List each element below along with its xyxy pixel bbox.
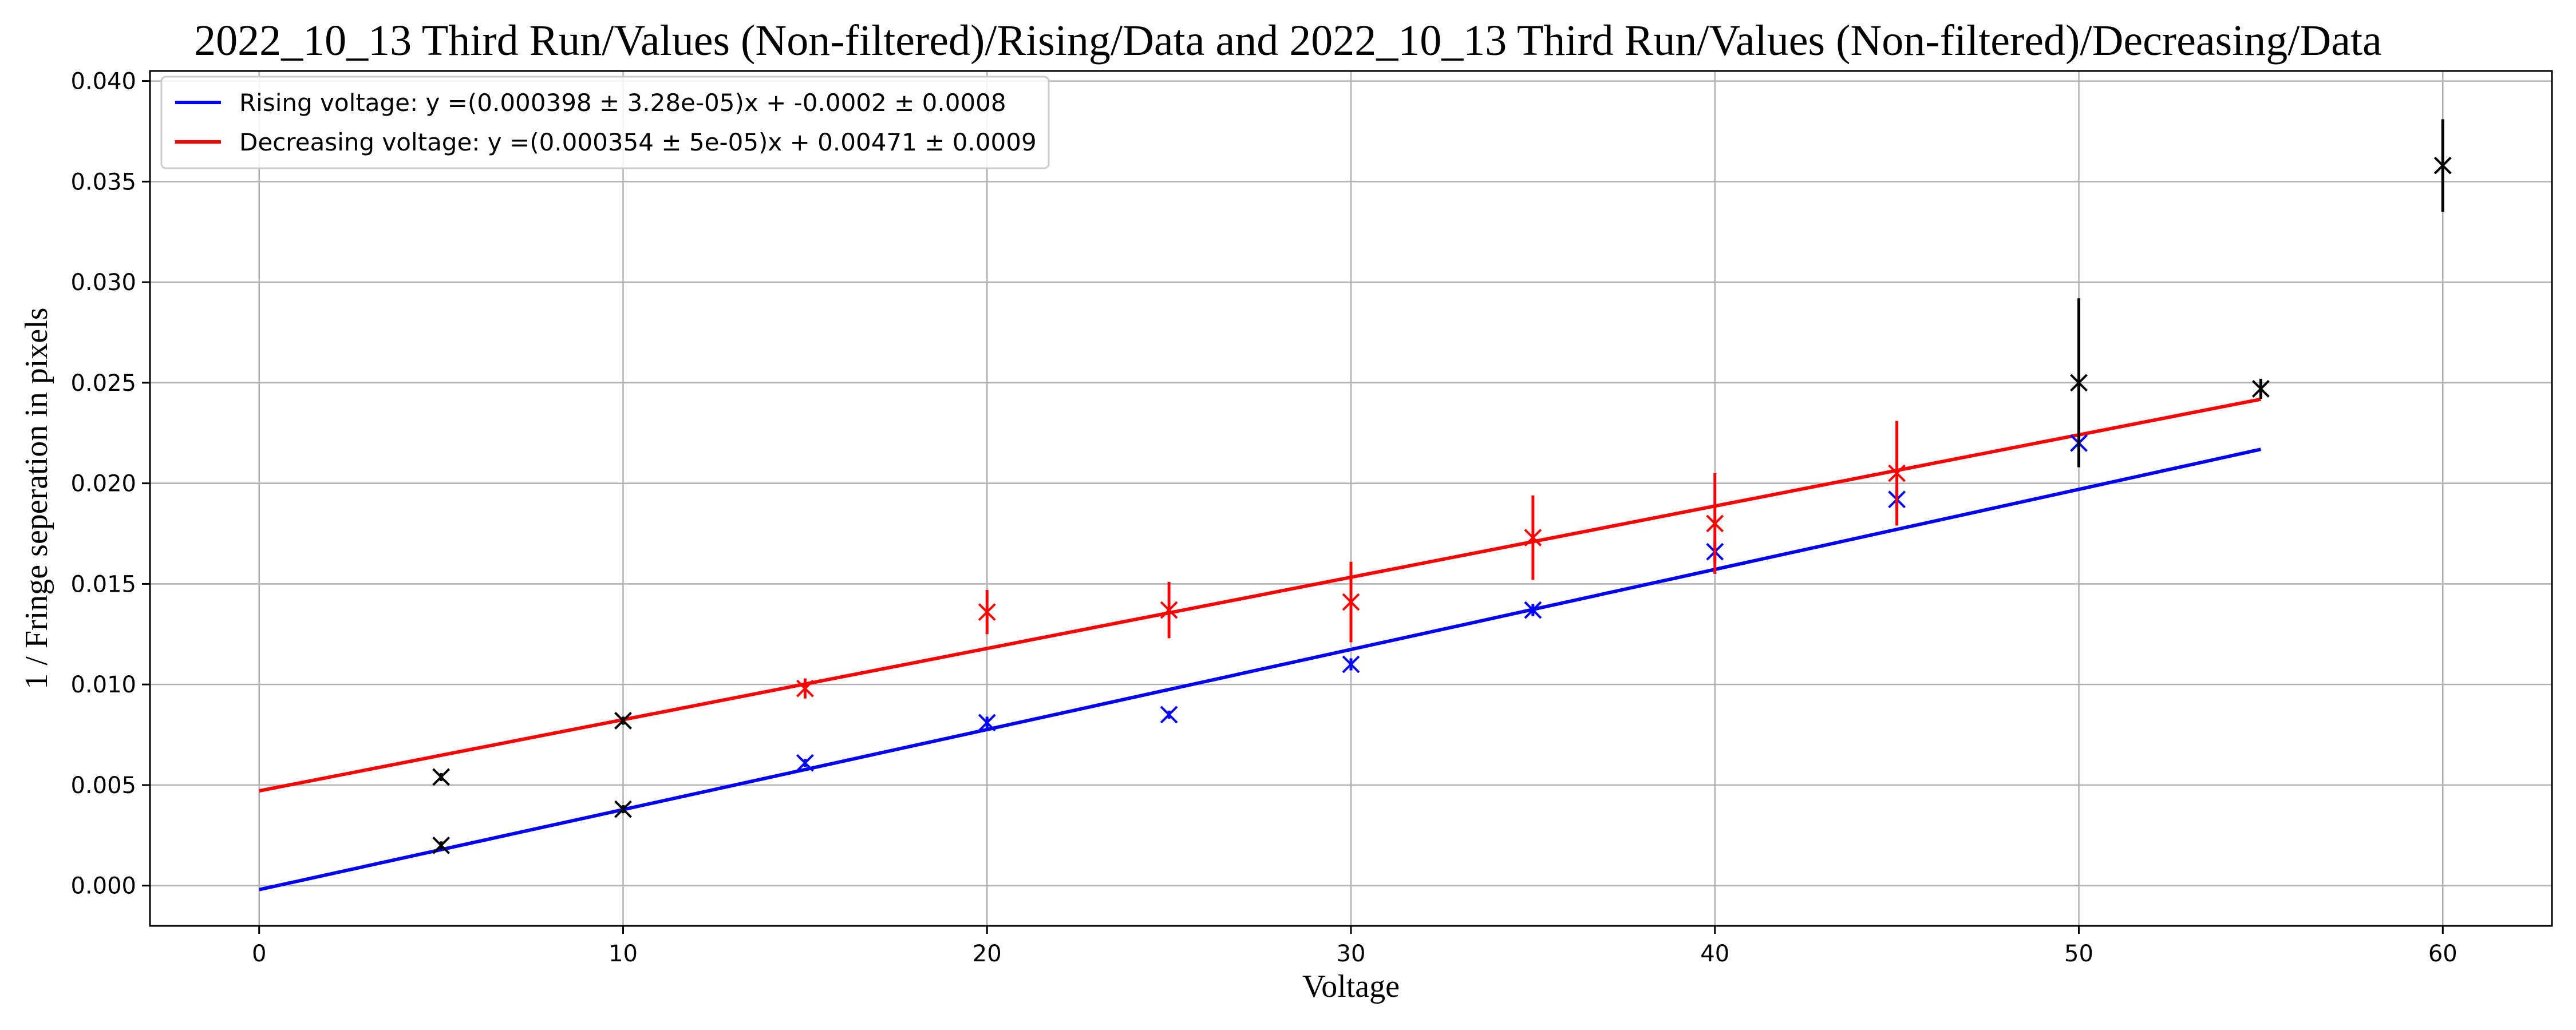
fit-line-rising	[259, 447, 2262, 892]
y-axis-label: 1 / Fringe seperation in pixels	[19, 307, 54, 689]
x-tick-label: 60	[2428, 941, 2458, 967]
legend-box	[160, 76, 1050, 169]
data-point	[978, 589, 996, 635]
data-point	[614, 712, 632, 730]
x-axis-ticks: 0 10 20 30 40 50 60	[252, 926, 2458, 967]
y-tick-label: 0.000	[70, 873, 136, 900]
data-point	[1888, 421, 1906, 526]
y-tick-label: 0.005	[70, 772, 136, 799]
point-marker-stroke	[1706, 514, 1724, 533]
data-point	[1524, 495, 1542, 580]
point-marker-stroke	[796, 679, 814, 698]
y-tick-label: 0.015	[70, 571, 136, 597]
point-marker-stroke	[2433, 156, 2452, 175]
data-point	[614, 800, 632, 818]
data-point	[978, 714, 996, 732]
point-marker-stroke	[1888, 464, 1906, 482]
point-marker-stroke	[2251, 380, 2270, 398]
legend-label-decreasing: Decreasing voltage: y =(0.000354 ± 5e-05…	[239, 128, 1037, 156]
legend-label-rising: Rising voltage: y =(0.000398 ± 3.28e-05)…	[239, 89, 1006, 117]
x-tick-label: 30	[1337, 941, 1366, 967]
point-marker-stroke	[1524, 601, 1542, 619]
point-marker-stroke	[978, 714, 996, 732]
point-marker-stroke	[1342, 655, 1360, 674]
point-marker-stroke	[1524, 529, 1542, 546]
point-marker-stroke	[614, 800, 632, 818]
y-axis-ticks: 0.000 0.005 0.010 0.015 0.020 0.025 0.030 0.035…	[70, 69, 150, 900]
y-tick-label: 0.030	[70, 270, 136, 296]
fit-lines	[259, 397, 2262, 892]
point-marker-stroke	[614, 712, 632, 730]
point-marker-stroke	[2070, 374, 2088, 392]
x-tick-label: 50	[2064, 941, 2093, 967]
data-point	[2070, 298, 2088, 468]
point-marker-stroke	[978, 603, 996, 621]
y-tick-label: 0.035	[70, 169, 136, 195]
data-point	[2251, 378, 2270, 399]
x-tick-label: 0	[252, 941, 266, 967]
x-axis-label: Voltage	[1302, 969, 1400, 1004]
fit-line-decreasing	[259, 397, 2261, 793]
data-points	[432, 119, 2452, 854]
y-tick-label: 0.025	[70, 370, 136, 397]
data-point	[1524, 601, 1542, 619]
data-point	[1342, 655, 1360, 674]
y-tick-label: 0.040	[70, 69, 136, 95]
point-marker-stroke	[432, 836, 451, 854]
data-point	[796, 678, 814, 699]
point-marker-stroke	[432, 768, 451, 786]
data-point	[1706, 473, 1724, 574]
x-tick-label: 20	[973, 941, 1002, 967]
chart-title: 2022_10_13 Third Run/Values (Non-filtere…	[194, 17, 2382, 65]
y-tick-label: 0.020	[70, 471, 136, 497]
data-point	[1160, 706, 1178, 724]
point-marker-stroke	[1160, 601, 1178, 619]
data-point	[796, 754, 814, 772]
data-point	[1160, 581, 1178, 639]
data-point	[432, 768, 451, 786]
data-point	[2433, 119, 2452, 212]
point-marker-stroke	[1160, 706, 1178, 724]
point-marker-stroke	[796, 754, 814, 772]
point-marker-stroke	[1342, 593, 1360, 611]
x-tick-label: 40	[1700, 941, 1729, 967]
data-point	[1342, 561, 1360, 643]
legend: Rising voltage: y =(0.000398 ± 3.28e-05)…	[160, 76, 1050, 169]
data-point	[432, 836, 451, 854]
y-tick-label: 0.010	[70, 672, 136, 698]
x-tick-label: 10	[609, 941, 638, 967]
